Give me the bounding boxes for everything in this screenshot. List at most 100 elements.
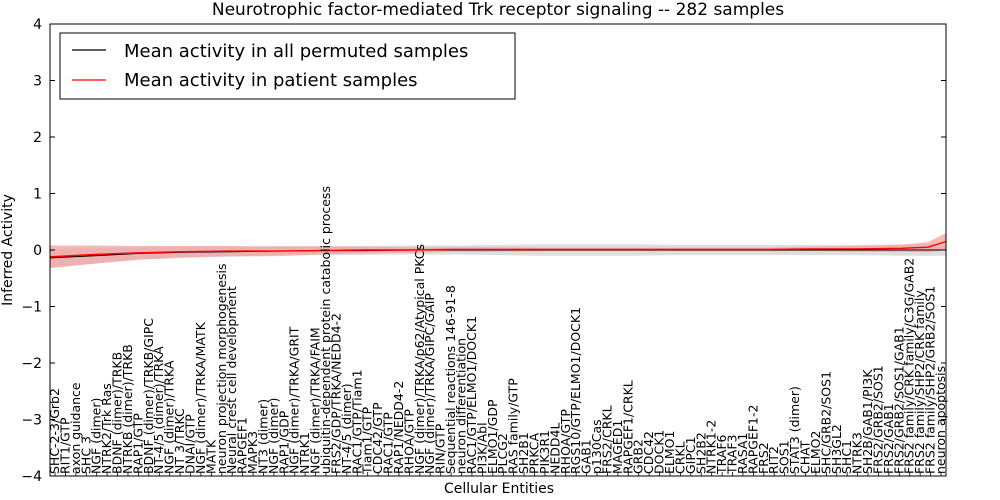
patient-band [50, 233, 946, 269]
x-tick-label: CHAT [797, 440, 812, 474]
chart-title: Neurotrophic factor-mediated Trk recepto… [212, 0, 784, 20]
x-tick-label: FRS2/GDP/TRKA/NEDD4-2 [328, 313, 343, 474]
x-tick-label: FRS2/GRB2/SOS1/GAB1 [891, 326, 906, 474]
y-tick-label: 1 [33, 187, 42, 203]
x-tick-label: RAC1/GTP/Tiam1 [349, 369, 364, 474]
x-tick-label: RAP1/GTP [130, 413, 145, 474]
x-tick-label: NGF (dimer)/TRKA/GIPC/GAIP [422, 293, 437, 474]
x-tick-label: RAPGEF1 [235, 417, 250, 474]
y-tick-label: −1 [21, 300, 42, 316]
x-tick-label: NGF (dimer)/TRKA/p62/Atypical PKCs [412, 244, 427, 474]
x-tick-label: NT-4/5 (dimer) [339, 383, 354, 474]
x-tick-label: PRKCA [526, 433, 541, 474]
x-tick-label: neuron apoptosis [933, 366, 948, 474]
x-tick-label: DOCK1 [652, 430, 667, 474]
x-tick-label: FRS2/CRKL [599, 405, 614, 474]
x-tick-label: SH2B2 [693, 432, 708, 474]
x-tick-label: RHOA/GTP [401, 409, 416, 474]
x-tick-label: RIT2 [766, 446, 781, 474]
x-tick-label: NT-4/5 (dimer)/TRKA [151, 346, 166, 474]
x-tick-label: MAPK3 [245, 431, 260, 474]
x-tick-label: RAC1/GTP [381, 412, 396, 474]
x-tick-label: Sequential reactions 146-91-8 [443, 285, 458, 474]
x-tick-label: NGF (dimer)/TRKA/MATK [193, 321, 208, 474]
x-tick-label: FRS2 [756, 442, 771, 474]
y-tick-label: 0 [33, 243, 42, 259]
x-tick-label: SHC-2-3/Grb2 [47, 388, 62, 474]
x-tick-label: NGF (dimer)/TRKA [162, 360, 177, 474]
x-tick-label: NTRKB (dimer)/TRKB [120, 344, 135, 474]
x-tick-label: NGF (dimer) [89, 398, 104, 474]
x-tick-label: RAPGEF1/CRKL [620, 380, 635, 474]
confidence-bands [50, 233, 946, 269]
x-tick-label: TRAF3 [725, 434, 740, 475]
x-tick-label: BDNF (dimer)/TRKB/GIPC [141, 318, 156, 474]
x-tick-label: SH2B/GAB1/PI3K [860, 369, 875, 474]
x-tick-label: NGF (dimer)/TRKA/GRIT [287, 326, 302, 474]
patient-line [49, 240, 947, 258]
x-tick-label: NTRK3 [850, 432, 865, 474]
x-tick-label: RIT1/GTP [57, 417, 72, 474]
y-tick-label: 2 [33, 130, 42, 146]
x-tick-label: FRS2 family/SHP2/GRB2/SOS1 [923, 286, 938, 474]
x-tick-label: SH2B1 [516, 432, 531, 474]
x-tick-label: PIK3R1 [537, 430, 552, 474]
x-tick-label: PI3K/Abl [474, 422, 489, 474]
y-tick-label: 4 [33, 17, 42, 33]
legend: Mean activity in all permuted samples Me… [59, 32, 516, 100]
legend-box [59, 32, 516, 100]
x-tick-label: NGF (dimer) [266, 398, 281, 474]
x-tick-label: NEDD4L [547, 423, 562, 474]
x-tick-label: axon guidance [68, 382, 83, 474]
x-tick-label: GRB2 [631, 439, 646, 474]
x-tick-label: RAS family/GTP [506, 378, 521, 474]
x-tick-label: SH3GL2 [829, 424, 844, 474]
x-tick-label: SOS1 [777, 440, 792, 474]
y-tick-label: 3 [33, 74, 42, 90]
x-tick-label: RGS10/GTP/ELMO1/DOCK1 [568, 307, 583, 474]
y-tick-label: −4 [21, 469, 42, 485]
x-tick-label: RAP1/NEDD4-2 [391, 381, 406, 474]
x-tick-label: p130Cas [589, 419, 604, 474]
x-tick-label: BDNF (dimer)/TRKB [110, 352, 125, 474]
x-tick-label: NTRK2/Trk Ras [99, 383, 114, 474]
x-tick-label: FRS2/GRB2/SOS1 [870, 365, 885, 474]
x-tick-label: RIN/GTP [433, 423, 448, 474]
x-tick-label: Tiam1/GTP [360, 406, 375, 475]
x-tick-label: FRS2 family/CRK family/C3G/GAB2 [902, 258, 917, 474]
x-tick-label: RHOA/GTP [558, 409, 573, 474]
x-tick-label: NT3 (dimer) [255, 399, 270, 474]
x-tick-label: TRAF6 [714, 434, 729, 475]
y-axis-label: Inferred Activity [0, 194, 16, 306]
x-tick-label: CRKL [672, 441, 687, 474]
x-tick-label: NTRK1 [297, 432, 312, 474]
x-tick-label: ubiquitin-dependent protein catabolic pr… [318, 186, 333, 474]
x-tick-label: RASA1 [735, 433, 750, 474]
x-tick-label: SHC1 [839, 440, 854, 474]
x-tick-label: STAT3 (dimer) [787, 386, 802, 474]
x-tick-label: DNAI/GTP [183, 414, 198, 474]
x-tick-label: CDC42 [641, 431, 656, 474]
legend-label-permuted: Mean activity in all permuted samples [124, 41, 468, 62]
y-tick-label: −3 [21, 413, 42, 429]
x-tick-label: SHC/GRB2/SOS1 [818, 371, 833, 474]
x-tick-label: ELMO1/GDP [485, 399, 500, 474]
x-axis-label: Cellular Entities [444, 481, 554, 497]
x-tick-label: RAPGEF1-2 [745, 405, 760, 474]
x-tick-label: NT 3/TRKC [172, 408, 187, 474]
x-tick-label: FRS2 family/SHP2/CRK family [912, 290, 927, 474]
x-tick-label: MAGED1 [610, 420, 625, 474]
x-tick-label: Neural crest cell development [224, 286, 239, 474]
x-tick-label: ELMO2 [808, 431, 823, 474]
x-tick-label: NGF (dimer)/TRKA/FAIM [308, 327, 323, 474]
x-tick-label: CDC42/GTP [370, 402, 385, 474]
x-tick-label: neuron projection morphogenesis [214, 263, 229, 474]
x-tick-label: GAB1 [579, 439, 594, 474]
x-tick-label: NTRK1-2 [704, 420, 719, 474]
y-ticks: −4 −3 −2 −1 0 1 2 3 4 [21, 17, 946, 485]
x-tick-label: RAC1/GTP/ELMO1/DOCK1 [464, 316, 479, 474]
x-tick-label: ELMO1 [662, 431, 677, 474]
x-tick-label: MATK [203, 439, 218, 474]
x-tick-label: SHC 3 [78, 436, 93, 474]
